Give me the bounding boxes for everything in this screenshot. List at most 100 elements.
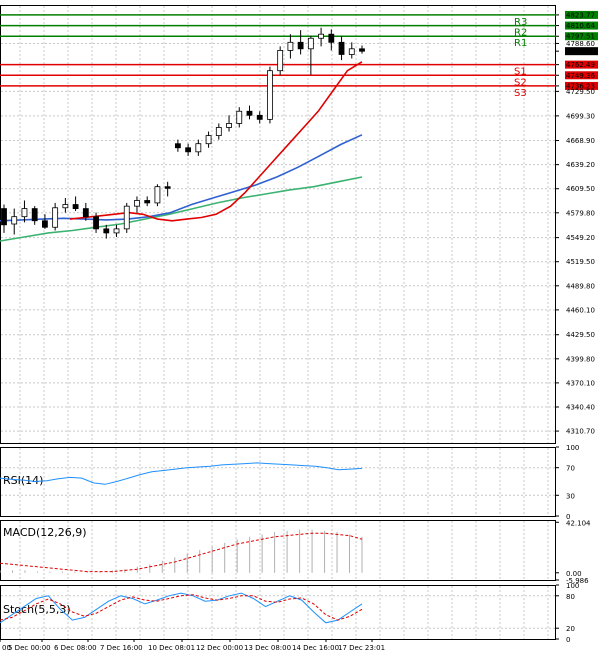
x-tick-label: 7 Dec 16:00 (100, 644, 143, 652)
y-tick-label: 4779.08 (566, 48, 595, 56)
indicator-tick-label: 0 (566, 636, 570, 644)
x-tick-label: 6 Dec 08:00 (54, 644, 97, 652)
candle-body (359, 48, 365, 52)
indicator-tick-label: 42.104 (566, 519, 591, 527)
pivot-label-s2: S2 (514, 77, 527, 88)
indicator-tick-label: 0 (566, 513, 570, 521)
candle-body (267, 70, 273, 120)
x-tick-label: 00 (2, 644, 11, 652)
x-tick-label: 14 Dec 16:00 (292, 644, 339, 652)
y-label-bg (565, 81, 598, 90)
y-label-bg (565, 10, 598, 19)
y-tick-label: 4429.50 (566, 331, 595, 339)
candle-body (307, 37, 314, 50)
y-tick-label: 4639.20 (566, 161, 595, 169)
y-tick-label: 4489.80 (566, 282, 595, 290)
y-tick-label: 4609.50 (566, 185, 595, 193)
ma-slow-line (0, 176, 363, 242)
candle-body (103, 228, 110, 234)
candle-body (123, 205, 130, 230)
candle-body (256, 114, 263, 120)
candle-body (205, 135, 212, 145)
candle-body (246, 110, 253, 116)
pivot-label-r1: R1 (514, 38, 527, 49)
y-tick-label: 4810.64 (566, 22, 595, 30)
candle-body (318, 33, 324, 39)
x-tick-label: 10 Dec 08:01 (148, 644, 195, 652)
y-tick-label: 4823.77 (566, 11, 595, 19)
candle-body (52, 207, 59, 228)
y-tick-label: 4797.51 (566, 33, 595, 41)
candle-body (113, 228, 120, 234)
time-axis: 005 Dec 00:00 6 Dec 08:00 7 Dec 16:00 10 De… (0, 639, 385, 652)
candle-body (164, 186, 171, 189)
candle-body (62, 204, 69, 209)
y-label-bg (565, 71, 598, 80)
grid (1, 6, 556, 639)
candle-body (328, 33, 335, 43)
chart-frames (0, 5, 556, 640)
y-tick-label: 4749.36 (566, 72, 595, 80)
y-label-bg (565, 60, 598, 69)
candle-body (21, 208, 28, 218)
candle-body (338, 41, 345, 55)
indicator-tick-label: 30 (566, 492, 575, 500)
panel-frame (0, 447, 556, 517)
y-tick-label: 4729.50 (566, 88, 595, 96)
candle-body (226, 123, 232, 128)
y-tick-label: 4399.80 (566, 355, 595, 363)
candle-body (93, 216, 99, 230)
y-tick-label: 4788.60 (566, 40, 595, 48)
candle-body (1, 208, 7, 226)
candles (1, 27, 365, 239)
indicator-tick-label: 80 (566, 593, 575, 601)
stoch-d-line (0, 594, 363, 621)
macd-panel: MACD(12,26,9) 42.104 0.00-5.986 (0, 519, 591, 585)
y-tick-label: 4762.49 (566, 61, 595, 69)
pivot-label-s3: S3 (514, 88, 527, 99)
pivot-label-r3: R3 (514, 17, 527, 28)
x-tick-label: 17 Dec 23:01 (338, 644, 385, 652)
indicator-tick-label: 0.00 (566, 570, 582, 578)
y-tick-label: 4370.10 (566, 379, 595, 387)
indicator-tick-label: -5.986 (566, 577, 589, 585)
x-tick-label: 12 Dec 00:00 (196, 644, 243, 652)
indicator-tick-label: 70 (566, 465, 575, 473)
candle-body (297, 41, 304, 50)
candle-body (72, 204, 79, 209)
y-tick-label: 4699.30 (566, 112, 595, 120)
pivot-label-s1: S1 (514, 67, 527, 78)
candle-body (174, 143, 181, 149)
indicator-tick-label: 20 (566, 625, 575, 633)
candle-body (11, 216, 18, 225)
ma-mid-line (0, 134, 363, 222)
y-label-bg (565, 32, 598, 41)
macd-label: MACD(12,26,9) (3, 526, 87, 539)
y-tick-label: 4736.23 (566, 82, 595, 90)
y-tick-label: 4460.10 (566, 306, 595, 314)
candle-body (82, 208, 89, 218)
candle-body (236, 110, 243, 124)
x-tick-label: 13 Dec 08:00 (244, 644, 291, 652)
candle-body (348, 48, 355, 55)
y-tick-label: 4668.90 (566, 137, 595, 145)
stoch-k-line (0, 592, 363, 624)
indicator-tick-label: 100 (566, 582, 579, 590)
candle-body (31, 208, 38, 222)
y-tick-label: 4549.20 (566, 234, 595, 242)
y-label-bg (565, 21, 598, 30)
moving-averages (0, 61, 363, 242)
panel-frame (0, 5, 556, 444)
x-tick-label: 5 Dec 00:00 (8, 644, 51, 652)
y-tick-label: 4310.70 (566, 428, 595, 436)
candle-body (42, 220, 48, 228)
y-tick-label: 4579.80 (566, 209, 595, 217)
y-tick-label: 4519.50 (566, 258, 595, 266)
y-label-bg (565, 47, 598, 56)
candle-body (195, 143, 202, 153)
